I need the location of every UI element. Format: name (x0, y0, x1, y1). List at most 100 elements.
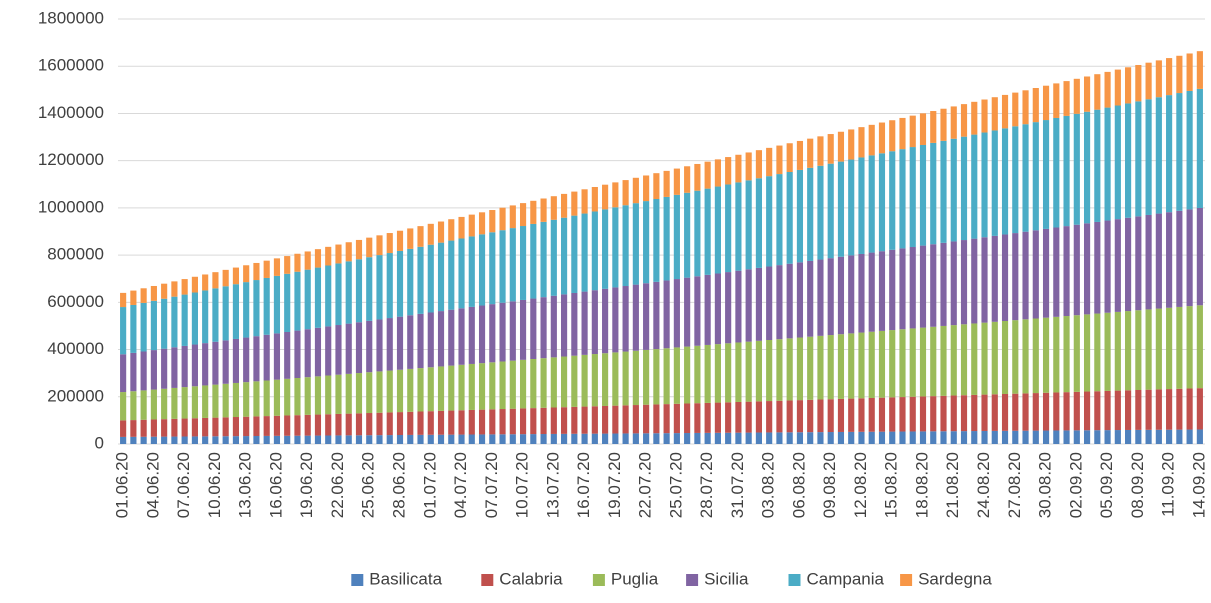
bar-segment (1053, 227, 1060, 317)
bar-segment (478, 409, 486, 435)
bar-segment (960, 240, 968, 325)
bar-segment (776, 174, 783, 266)
bar-segment (530, 434, 537, 444)
bar-segment (1145, 214, 1152, 310)
bar-segment (786, 143, 793, 172)
bar-segment (919, 396, 927, 432)
bar-segment (725, 402, 732, 433)
bar-segment (1114, 105, 1121, 220)
bar-segment (694, 190, 701, 277)
bar-segment (314, 376, 322, 415)
bar-segment (837, 398, 845, 432)
bar-segment (1032, 393, 1039, 431)
bar-segment (684, 433, 691, 444)
bar-segment (991, 394, 998, 431)
bar-segment (673, 403, 680, 434)
bar-segment (530, 359, 537, 409)
bar-segment (755, 267, 762, 341)
bar-segment (294, 330, 301, 379)
bar-segment (509, 301, 516, 361)
bar-segment (776, 145, 783, 175)
bar-segment (653, 281, 660, 350)
bar-segment (540, 221, 547, 298)
bar-segment (766, 266, 773, 340)
bar-segment (376, 235, 383, 256)
bar-segment (848, 255, 855, 334)
bar-segment (499, 230, 506, 303)
bar-segment (530, 223, 537, 299)
bar-segment (202, 290, 209, 344)
bar-segment (981, 394, 988, 431)
bar-segment (427, 312, 434, 368)
bar-segment (1083, 111, 1091, 224)
bar-segment (735, 432, 742, 444)
bar-segment (550, 433, 557, 444)
bar-segment (796, 400, 804, 433)
bar-segment (848, 398, 855, 432)
bar-segment (273, 415, 281, 436)
bar-segment (971, 238, 978, 324)
bar-segment (960, 324, 968, 396)
bar-segment (222, 269, 229, 287)
bar-segment (858, 127, 865, 158)
bar-segment (940, 431, 947, 444)
bar-segment (325, 246, 332, 266)
bar-segment (581, 433, 588, 444)
bar-segment (684, 346, 691, 404)
bar-segment (725, 272, 732, 344)
bar-segment (714, 159, 721, 187)
x-tick-label: 02.09.20 (1066, 452, 1085, 518)
bar-segment (817, 432, 824, 444)
bar-segment (612, 352, 619, 406)
bar-segment (1176, 93, 1183, 211)
bar-segment (468, 434, 475, 444)
bar-segment (1094, 430, 1101, 444)
bar-segment (448, 219, 455, 241)
bar-segment (181, 436, 188, 444)
bar-segment (140, 351, 147, 391)
bar-segment (232, 382, 240, 418)
bar-segment (663, 404, 670, 434)
bar-segment (335, 325, 342, 375)
bar-segment (837, 334, 845, 399)
bar-segment (294, 435, 301, 444)
bar-segment (273, 258, 281, 276)
bar-segment (181, 279, 188, 295)
legend-label: Sardegna (918, 569, 992, 588)
bar-segment (478, 363, 486, 410)
bar-segment (1104, 390, 1111, 431)
bar-segment (263, 277, 270, 335)
bar-segment (561, 193, 568, 218)
bar-segment (1135, 216, 1142, 311)
bar-segment (632, 177, 639, 204)
bar-segment (735, 342, 742, 402)
bar-segment (417, 313, 424, 369)
bar-segment (591, 211, 598, 291)
bar-segment (407, 248, 414, 316)
bar-segment (253, 336, 260, 382)
bar-segment (940, 325, 947, 396)
bar-segment (1083, 76, 1091, 112)
bar-segment (571, 191, 578, 216)
bar-segment (458, 364, 465, 411)
bar-segment (786, 338, 793, 401)
legend-swatch (351, 574, 364, 586)
bar-segment (171, 296, 178, 348)
bar-segment (130, 420, 137, 437)
bar-segment (735, 401, 742, 433)
bar-segment (602, 353, 609, 406)
bar-segment (212, 436, 219, 444)
bar-segment (437, 434, 445, 444)
bar-segment (1114, 69, 1121, 106)
bar-segment (550, 407, 557, 434)
bar-segment (960, 395, 968, 432)
bar-segment (437, 410, 445, 435)
bar-segment (1083, 430, 1091, 444)
bar-segment (540, 358, 547, 408)
bar-segment (653, 199, 660, 282)
bar-segment (612, 287, 619, 353)
bar-segment (960, 136, 968, 241)
bar-segment (868, 397, 875, 432)
bar-segment (827, 335, 834, 400)
